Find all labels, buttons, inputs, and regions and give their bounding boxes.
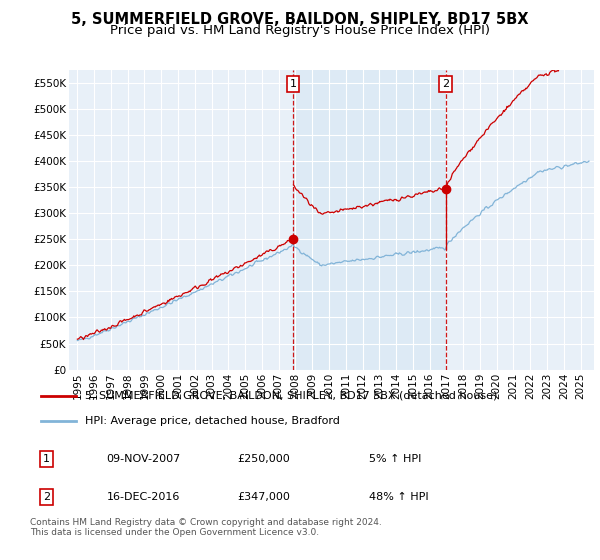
- Text: £347,000: £347,000: [238, 492, 290, 502]
- Text: Contains HM Land Registry data © Crown copyright and database right 2024.
This d: Contains HM Land Registry data © Crown c…: [30, 518, 382, 538]
- Text: 16-DEC-2016: 16-DEC-2016: [106, 492, 180, 502]
- Text: 2: 2: [43, 492, 50, 502]
- Text: 5, SUMMERFIELD GROVE, BAILDON, SHIPLEY, BD17 5BX: 5, SUMMERFIELD GROVE, BAILDON, SHIPLEY, …: [71, 12, 529, 27]
- Text: 09-NOV-2007: 09-NOV-2007: [106, 454, 181, 464]
- Text: £250,000: £250,000: [238, 454, 290, 464]
- Text: 48% ↑ HPI: 48% ↑ HPI: [368, 492, 428, 502]
- Text: Price paid vs. HM Land Registry's House Price Index (HPI): Price paid vs. HM Land Registry's House …: [110, 24, 490, 36]
- Text: 5% ↑ HPI: 5% ↑ HPI: [368, 454, 421, 464]
- Bar: [293, 70, 446, 370]
- Text: HPI: Average price, detached house, Bradford: HPI: Average price, detached house, Brad…: [85, 416, 340, 426]
- Text: 5, SUMMERFIELD GROVE, BAILDON, SHIPLEY, BD17 5BX (detached house): 5, SUMMERFIELD GROVE, BAILDON, SHIPLEY, …: [85, 391, 497, 401]
- Text: 1: 1: [290, 79, 296, 89]
- Text: 2: 2: [442, 79, 449, 89]
- Text: 1: 1: [43, 454, 50, 464]
